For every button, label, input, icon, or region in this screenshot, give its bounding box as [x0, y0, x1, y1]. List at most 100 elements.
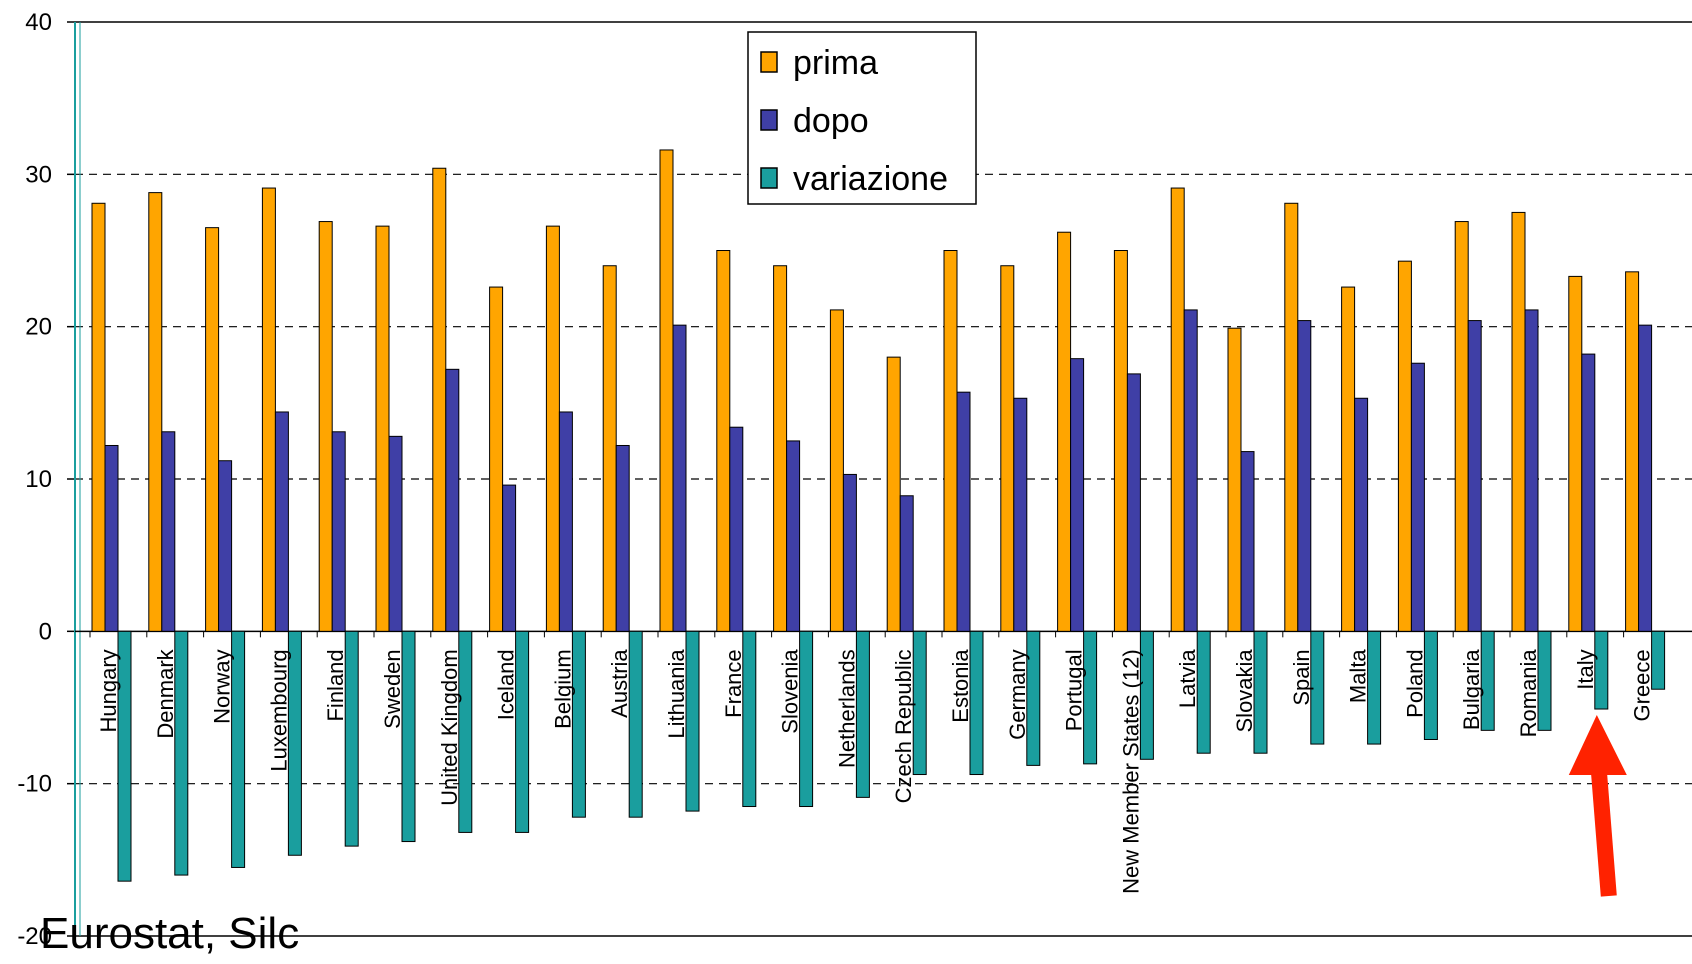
category-labels: Hungary Denmark Norway Luxembourg Finland Swe… — [96, 648, 1655, 894]
bar-variazione — [912, 630, 927, 776]
bar-variazione — [1594, 630, 1609, 710]
bar-dopo — [899, 495, 914, 632]
legend-box — [747, 31, 977, 205]
bar-variazione — [1026, 630, 1041, 766]
category-label: Slovakia — [1232, 649, 1257, 733]
gridlines — [75, 173, 1692, 785]
legend-swatch-prima — [760, 51, 778, 73]
bar-prima — [1511, 211, 1526, 632]
bar-variazione — [117, 630, 132, 882]
category-label: Norway — [210, 649, 235, 724]
y-tick-label: 0 — [39, 618, 52, 645]
y-tick-label: 40 — [25, 9, 52, 36]
bar-dopo — [161, 431, 176, 632]
bar-variazione — [1139, 630, 1154, 760]
bar-dopo — [842, 473, 857, 632]
category-label: Czech Republic — [891, 649, 916, 803]
bar-dopo — [445, 368, 460, 632]
y-tick-label: -20 — [17, 923, 52, 950]
bar-dopo — [1410, 362, 1425, 632]
bar-dopo — [786, 440, 801, 632]
bar-dopo — [1297, 320, 1312, 632]
legend-label-dopo: dopo — [793, 102, 869, 140]
y-tick-label: 30 — [25, 161, 52, 188]
y-tick-label: 20 — [25, 314, 52, 341]
bar-prima — [1057, 231, 1072, 632]
category-label: United Kingdom — [437, 649, 462, 806]
bar-variazione — [174, 630, 189, 876]
legend-swatch-variazione — [760, 167, 778, 189]
bar-dopo — [274, 411, 289, 632]
bar-prima — [205, 227, 220, 632]
bar-prima — [886, 356, 901, 632]
bar-variazione — [1310, 630, 1325, 745]
category-label: Belgium — [550, 649, 575, 728]
bar-prima — [261, 187, 276, 632]
bar-variazione — [1196, 630, 1211, 754]
bar-prima — [375, 225, 390, 632]
bar-prima — [489, 286, 504, 632]
category-label: Latvia — [1175, 649, 1200, 708]
bar-dopo — [218, 460, 233, 632]
category-label: Portugal — [1062, 649, 1087, 731]
bar-dopo — [558, 411, 573, 632]
bar-variazione — [458, 630, 473, 833]
bar-prima — [1397, 260, 1412, 632]
bar-variazione — [1423, 630, 1438, 740]
bar-prima — [1454, 221, 1469, 632]
category-label: Denmark — [153, 648, 178, 738]
bar-dopo — [388, 435, 403, 632]
bar-dopo — [1524, 309, 1539, 632]
bar-prima — [659, 149, 674, 632]
bar-prima — [943, 250, 958, 632]
bar-prima — [1625, 271, 1640, 632]
bar-variazione — [287, 630, 302, 856]
bar-prima — [1568, 275, 1583, 632]
category-label: Slovenia — [778, 649, 803, 734]
category-label: Poland — [1402, 649, 1427, 718]
bar-prima — [716, 250, 731, 632]
category-label: Sweden — [380, 649, 405, 729]
annotation-arrow-shaft — [1590, 769, 1617, 897]
bar-dopo — [956, 391, 971, 632]
bar-dopo — [1070, 358, 1085, 632]
category-label: Romania — [1516, 649, 1541, 738]
bar-prima — [1341, 286, 1356, 632]
source-note: Eurostat, Silc — [40, 909, 300, 958]
bar-dopo — [1467, 320, 1482, 632]
bar-variazione — [1367, 630, 1382, 745]
bar-prima — [1000, 265, 1015, 632]
bar-dopo — [1013, 397, 1028, 632]
bar-dopo — [1240, 451, 1255, 632]
bar-prima — [602, 265, 617, 632]
bar-prima — [148, 192, 163, 632]
bar-variazione — [742, 630, 757, 808]
bar-dopo — [104, 444, 119, 632]
category-label: Bulgaria — [1459, 649, 1484, 730]
bar-variazione — [344, 630, 359, 847]
bar-variazione — [1253, 630, 1268, 754]
bar-dopo — [1638, 324, 1653, 632]
category-label: Finland — [323, 649, 348, 721]
category-label: New Member States (12) — [1118, 649, 1143, 894]
category-label: Lithuania — [664, 649, 689, 739]
bar-variazione — [231, 630, 246, 868]
bar-dopo — [331, 431, 346, 632]
bar-variazione — [571, 630, 586, 818]
bar-variazione — [1651, 630, 1666, 690]
bar-prima — [1227, 327, 1242, 632]
category-label: Netherlands — [834, 649, 859, 768]
bar-prima — [432, 167, 447, 632]
category-label: Malta — [1346, 649, 1371, 704]
bar-dopo — [1581, 353, 1596, 632]
bar-variazione — [628, 630, 643, 818]
category-label: Italy — [1573, 649, 1598, 689]
bar-variazione — [1537, 630, 1552, 731]
category-label: Iceland — [494, 649, 519, 720]
bar-dopo — [1126, 373, 1141, 632]
category-label: Estonia — [948, 649, 973, 723]
category-label: Spain — [1289, 649, 1314, 705]
legend-swatch-dopo — [760, 109, 778, 131]
bar-dopo — [672, 324, 687, 632]
